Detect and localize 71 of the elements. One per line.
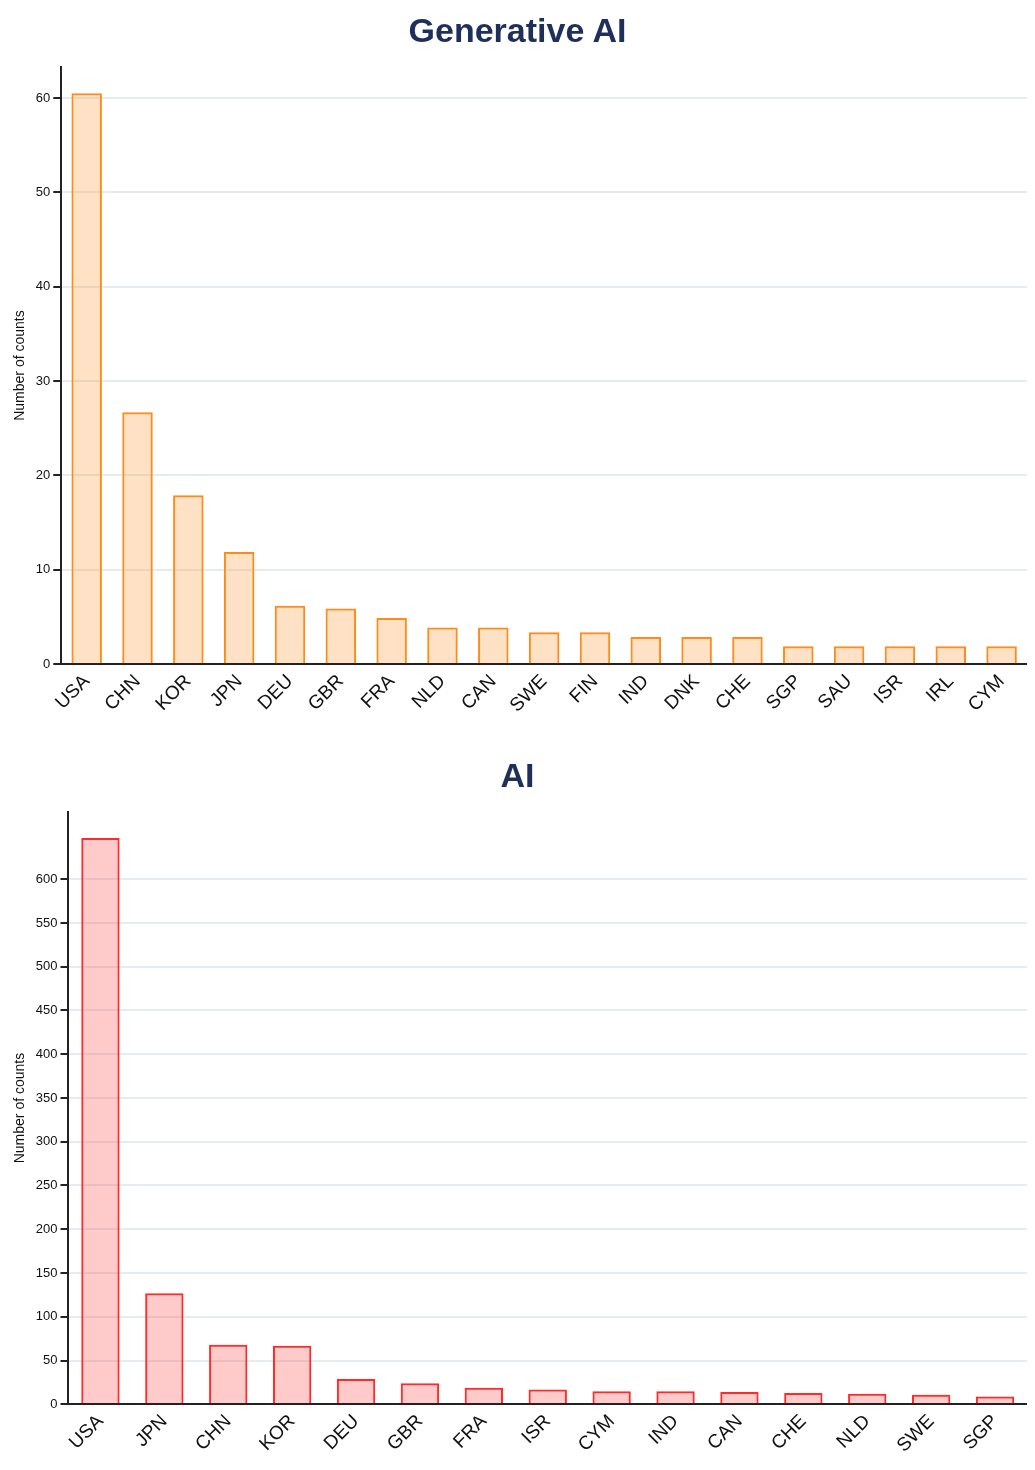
bar (325, 608, 357, 664)
x-tick-label: ISR (869, 670, 907, 708)
bar (986, 646, 1017, 664)
x-tick-label: FRA (448, 1409, 491, 1452)
y-tick-label: 0 (43, 655, 51, 671)
bar (272, 1345, 312, 1404)
bar (81, 838, 120, 1404)
x-tick-label: USA (64, 1409, 108, 1453)
bar (478, 627, 509, 664)
bar (376, 618, 407, 664)
bar (592, 1391, 631, 1404)
x-tick-label: ISR (517, 1410, 555, 1448)
bar (223, 551, 255, 664)
bar (122, 412, 153, 664)
bar (274, 605, 306, 664)
y-tick-label: 250 (35, 1177, 58, 1193)
y-tick-label: 40 (35, 278, 51, 294)
x-tick-label: FIN (564, 670, 602, 707)
x-tick-label: IND (614, 670, 653, 709)
y-axis-title: Number of counts (11, 310, 28, 421)
bar (681, 636, 712, 664)
bar (656, 1391, 695, 1404)
x-tick-label: USA (50, 669, 94, 713)
y-tick-label: 150 (35, 1264, 58, 1280)
bar (732, 636, 763, 664)
bar (400, 1383, 440, 1404)
bar (464, 1387, 504, 1404)
y-tick-label: 300 (35, 1133, 58, 1149)
bar (833, 646, 865, 664)
y-tick-label: 500 (35, 958, 58, 974)
y-tick-label: 450 (35, 1002, 58, 1018)
bar (528, 1389, 567, 1404)
y-tick-label: 400 (35, 1045, 58, 1061)
y-tick-label: 30 (35, 372, 51, 388)
bar (848, 1393, 887, 1404)
x-tick-label: IND (644, 1410, 683, 1449)
bar (145, 1293, 184, 1404)
bar (630, 636, 662, 664)
bar (427, 627, 458, 664)
y-axis-title: Number of counts (11, 1052, 28, 1164)
y-tick-label: 600 (35, 870, 58, 886)
y-tick-label: 10 (35, 561, 51, 577)
bar (784, 1392, 823, 1404)
chart-title: Generative AI (408, 10, 627, 49)
x-tick-label: NLD (832, 1410, 874, 1452)
y-tick-label: 200 (35, 1220, 58, 1236)
bar (579, 632, 611, 664)
chart-title: AI (500, 755, 535, 794)
y-tick-label: 50 (43, 1352, 58, 1368)
y-tick-label: 0 (50, 1395, 58, 1411)
bar (528, 632, 560, 664)
y-tick-label: 550 (35, 914, 58, 930)
x-tick-label: IRL (921, 670, 958, 706)
bar (720, 1392, 759, 1404)
bar (71, 93, 102, 664)
bar (975, 1396, 1015, 1404)
x-tick-label: FRA (356, 669, 399, 712)
bar (173, 495, 204, 664)
x-tick-label: NLD (407, 670, 449, 712)
y-tick-label: 100 (35, 1308, 58, 1324)
bar (783, 646, 814, 664)
bar (884, 646, 916, 664)
bar (209, 1344, 248, 1404)
y-tick-label: 20 (35, 467, 51, 483)
y-tick-label: 60 (35, 89, 51, 105)
x-tick-label: JPN (205, 670, 246, 711)
y-tick-label: 50 (35, 183, 51, 199)
x-tick-label: JPN (130, 1410, 171, 1451)
bar (336, 1378, 376, 1404)
bar (935, 646, 967, 664)
y-tick-label: 350 (35, 1089, 58, 1105)
